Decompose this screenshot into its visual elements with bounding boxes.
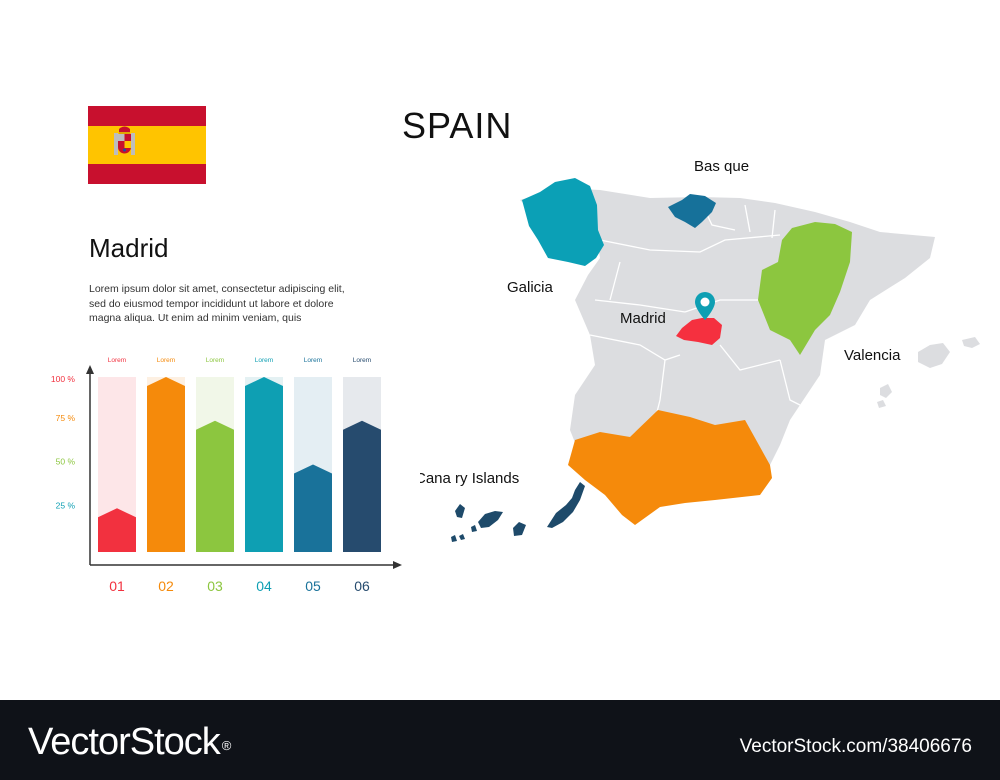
bar-chart: 100 % 75 % 50 % 25 % Lorem 01 Lorem 02 Lorem 03 L…: [51, 357, 402, 594]
bar-top-label: Lorem: [255, 357, 273, 364]
bar-05: [294, 464, 332, 552]
footer-bar: [0, 700, 1000, 780]
region-aragon: [758, 222, 852, 355]
category-label: 06: [354, 578, 370, 594]
spain-flag-icon: [88, 106, 206, 184]
y-tick-label: 75 %: [56, 413, 76, 423]
image-id: VectorStock.com/38406676: [739, 736, 972, 757]
bar-top-label: Lorem: [108, 357, 126, 364]
region-madrid: [676, 318, 722, 345]
bar-top-label: Lorem: [206, 357, 224, 364]
bar-06: [343, 420, 381, 552]
category-label: 04: [256, 578, 272, 594]
brand-name: VectorStock: [28, 721, 221, 763]
brand-logo: VectorStock ®: [28, 720, 232, 764]
page-title: SPAIN: [402, 105, 513, 146]
y-tick-label: 100 %: [51, 374, 76, 384]
region-galicia: [522, 178, 604, 266]
location-pin-icon: [695, 292, 715, 320]
city-heading: Madrid: [89, 233, 169, 263]
bar-top-label: Lorem: [304, 357, 322, 364]
spain-map: Bas que Galicia Madrid Valencia Cana ry …: [420, 160, 980, 542]
description-text: Lorem ipsum dolor sit amet, consectetur …: [89, 283, 345, 324]
bar-03: [196, 420, 234, 552]
bar-top-label: Lorem: [353, 357, 371, 364]
bar-01: [98, 508, 136, 552]
region-basque: [668, 194, 716, 228]
label-valencia: Valencia: [844, 347, 901, 364]
region-borders: [589, 199, 801, 441]
chart-axes: [86, 365, 402, 569]
label-galicia: Galicia: [507, 279, 554, 296]
canary-islands: [451, 482, 585, 542]
label-canary-islands: Cana ry Islands: [420, 470, 519, 487]
y-tick-label: 25 %: [56, 500, 76, 510]
balearic-islands: [877, 337, 980, 408]
category-label: 02: [158, 578, 174, 594]
registered-mark: ®: [221, 738, 232, 753]
label-basque: Bas que: [694, 160, 749, 175]
bar-02: [147, 377, 185, 552]
category-label: 03: [207, 578, 223, 594]
y-tick-label: 50 %: [56, 457, 76, 467]
coat-of-arms-icon: [114, 126, 135, 155]
region-andalusia: [568, 410, 772, 525]
label-madrid: Madrid: [620, 310, 666, 327]
bar-04: [245, 377, 283, 552]
bar-top-label: Lorem: [157, 357, 175, 364]
category-label: 05: [305, 578, 321, 594]
category-label: 01: [109, 578, 125, 594]
